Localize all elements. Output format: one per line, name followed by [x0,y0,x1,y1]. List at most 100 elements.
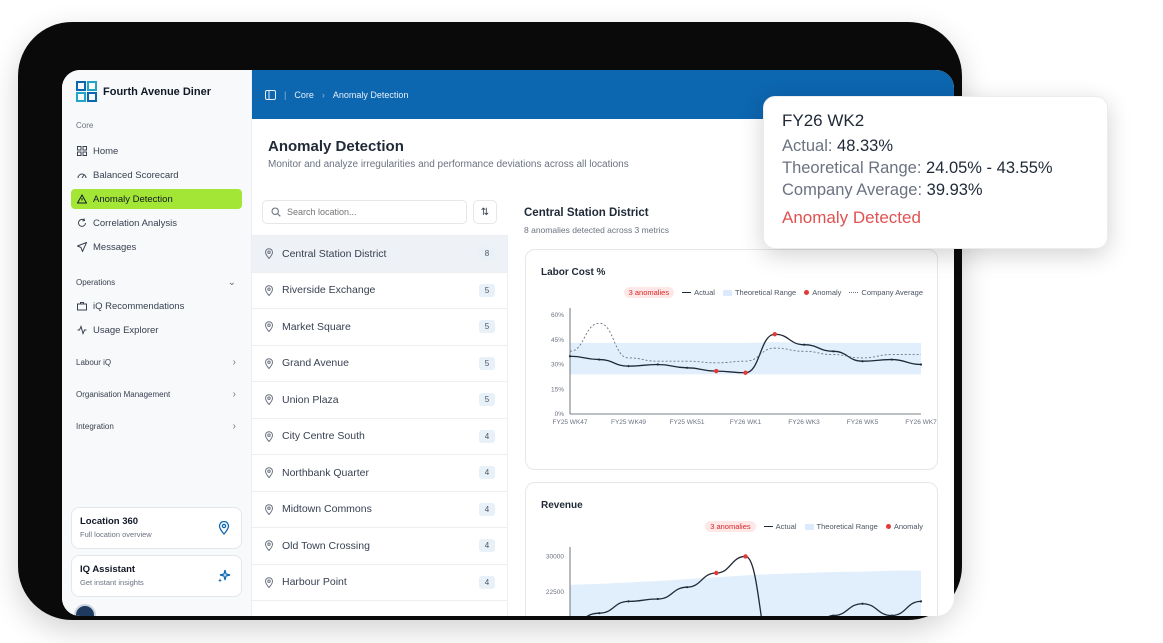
map-pin-icon [264,284,274,296]
actual-point [685,586,689,589]
labor-cost-panel: Labor Cost % 3 anomalies Actual Theoreti… [525,249,938,470]
tooltip-actual: Actual: 48.33% [782,137,1089,156]
location-row[interactable]: Old Town Crossing 4 [252,528,507,565]
nav-anomaly-detection-label: Anomaly Detection [93,193,173,205]
tooltip-average-label: Company Average: [782,181,923,199]
anomaly-count-badge: 4 [479,539,495,552]
nav-correlation-analysis-label: Correlation Analysis [93,217,177,229]
x-tick-label: FY25 WK51 [669,419,704,426]
location-row[interactable]: Grand Avenue 5 [252,346,507,382]
group-labour-iq-label: Labour iQ [76,358,112,367]
breadcrumb-current: Anomaly Detection [332,89,409,100]
nav-balanced-scorecard-label: Balanced Scorecard [93,169,179,181]
search-input[interactable] [287,207,457,217]
breadcrumb-root[interactable]: Core [294,89,314,100]
anomaly-count-badge: 4 [479,466,495,479]
legend-range: Theoretical Range [804,522,878,531]
tooltip-status: Anomaly Detected [782,208,921,227]
map-pin-icon [264,248,274,260]
anomaly-count-badge: 5 [479,283,495,297]
chart-tooltip: FY26 WK2 Actual: 48.33% Theoretical Rang… [763,96,1108,249]
tooltip-range-label: Theoretical Range: [782,159,922,177]
legend-range-label: Theoretical Range [734,288,797,297]
y-tick-label: 45% [551,337,564,344]
legend-actual: Actual [682,288,715,297]
chevron-down-icon: ⌄ [227,277,236,288]
location-search[interactable] [262,200,467,224]
map-pin-icon [264,503,274,515]
actual-point [598,358,601,361]
group-organisation-management[interactable]: Organisation Management › [76,389,236,400]
tooltip-actual-value: 48.33% [837,137,894,155]
anomaly-point [772,332,777,337]
sort-button[interactable]: ⇅ [473,200,497,224]
location-list: Central Station District 8 Riverside Excha… [252,235,508,616]
location-name: Harbour Point [282,576,347,589]
nav-messages-label: Messages [93,241,137,253]
anomaly-point [743,554,748,559]
anomaly-point [743,370,748,375]
sidebar: Fourth Avenue Diner Core Home Balanced S… [62,70,252,616]
map-pin-icon [218,521,230,535]
location-360-subtitle: Full location overview [80,530,152,539]
nav-balanced-scorecard[interactable]: Balanced Scorecard [71,165,242,185]
location-row[interactable]: Central Station District 8 [252,236,507,273]
chevron-right-icon: › [232,389,236,400]
user-avatar[interactable] [74,604,96,616]
location-row[interactable]: Market Square 5 [252,309,507,346]
location-360-title: Location 360 [80,516,139,527]
location-row[interactable]: Harbour Point 4 [252,565,507,601]
nav-messages[interactable]: Messages [71,237,242,257]
nav-correlation-analysis[interactable]: Correlation Analysis [71,213,242,233]
location-row[interactable]: Riverside Exchange 5 [252,273,507,309]
legend-company-average-label: Company Average [861,288,923,297]
x-tick-label: FY26 WK1 [730,419,762,426]
group-labour-iq[interactable]: Labour iQ › [76,357,236,368]
anomaly-count-badge: 3 anomalies [623,287,675,298]
legend-anomaly: Anomaly [804,288,841,297]
y-tick-label: 60% [551,312,564,319]
nav-iq-recommendations-label: iQ Recommendations [93,300,185,312]
legend-range-label: Theoretical Range [816,522,878,531]
company-average-line [569,322,921,364]
map-pin-icon [264,430,274,442]
location-name: Grand Avenue [282,357,349,370]
anomaly-count-badge: 8 [479,247,495,260]
section-operations[interactable]: Operations ⌄ [76,277,236,288]
section-core-label: Core [76,121,94,130]
location-row[interactable]: Union Plaza 5 [252,382,507,419]
group-integration[interactable]: Integration › [76,421,236,432]
search-icon [271,207,281,217]
sidebar-toggle-icon[interactable] [265,89,276,100]
location-row[interactable]: City Centre South 4 [252,419,507,455]
anomaly-count-badge: 4 [479,502,495,516]
tooltip-range-value: 24.05% - 43.55% [926,159,1053,177]
location-360-card[interactable]: Location 360 Full location overview [71,507,242,549]
labor-cost-title: Labor Cost % [541,267,606,278]
nav-home[interactable]: Home [71,141,242,161]
map-pin-icon [264,540,274,552]
nav-anomaly-detection[interactable]: Anomaly Detection [71,189,242,209]
location-row[interactable]: Midtown Commons 4 [252,492,507,528]
detail-title: Central Station District [524,207,649,219]
brand[interactable]: Fourth Avenue Diner [76,81,211,102]
sparkle-icon [218,569,231,583]
iq-assistant-title: IQ Assistant [80,564,136,575]
group-organisation-management-label: Organisation Management [76,390,171,399]
anomaly-count-badge: 5 [479,320,495,333]
location-row[interactable]: Northbank Quarter 4 [252,455,507,492]
location-name: City Centre South [282,430,365,443]
nav-usage-explorer-label: Usage Explorer [93,324,159,336]
send-icon [77,242,87,252]
y-tick-label: 22500 [546,589,564,596]
legend-anomaly: Anomaly [885,522,923,531]
nav-usage-explorer[interactable]: Usage Explorer [71,320,242,340]
nav-iq-recommendations[interactable]: iQ Recommendations [71,296,242,316]
iq-assistant-card[interactable]: IQ Assistant Get instant insights [71,555,242,597]
revenue-legend: 3 anomalies Actual Theoretical Range Ano… [705,521,923,532]
map-pin-icon [264,321,274,333]
labor-cost-legend: 3 anomalies Actual Theoretical Range Ano… [623,287,923,298]
theoretical-range-band [570,570,921,616]
x-tick-label: FY26 WK3 [788,419,820,426]
actual-point [861,602,864,605]
